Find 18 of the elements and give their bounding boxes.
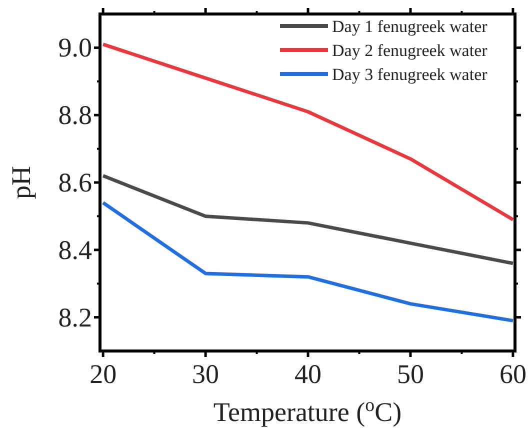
x-axis-title: Temperature ($^{o}$C) bbox=[213, 394, 402, 427]
legend-label: Day 3 fenugreek water bbox=[332, 65, 488, 84]
line-series bbox=[101, 42, 515, 222]
y-tick-label: 8.2 bbox=[58, 302, 92, 332]
x-tick-label: 50 bbox=[396, 359, 424, 389]
y-tick-label: 8.6 bbox=[58, 168, 92, 198]
x-tick-label: 20 bbox=[90, 359, 117, 389]
y-tick-label: 8.4 bbox=[58, 234, 92, 265]
y-tick-label: 8.8 bbox=[58, 100, 92, 130]
line-series bbox=[101, 174, 515, 266]
y-tick-label: 9.0 bbox=[58, 32, 92, 63]
y-axis-title: pH bbox=[6, 166, 36, 199]
x-tick-label: 60 bbox=[499, 359, 526, 389]
legend-label: Day 1 fenugreek water bbox=[332, 17, 488, 36]
x-tick-label: 40 bbox=[294, 359, 322, 389]
legend-label: Day 2 fenugreek water bbox=[332, 41, 488, 60]
x-tick-label: 30 bbox=[192, 359, 220, 389]
line-series bbox=[101, 200, 515, 322]
